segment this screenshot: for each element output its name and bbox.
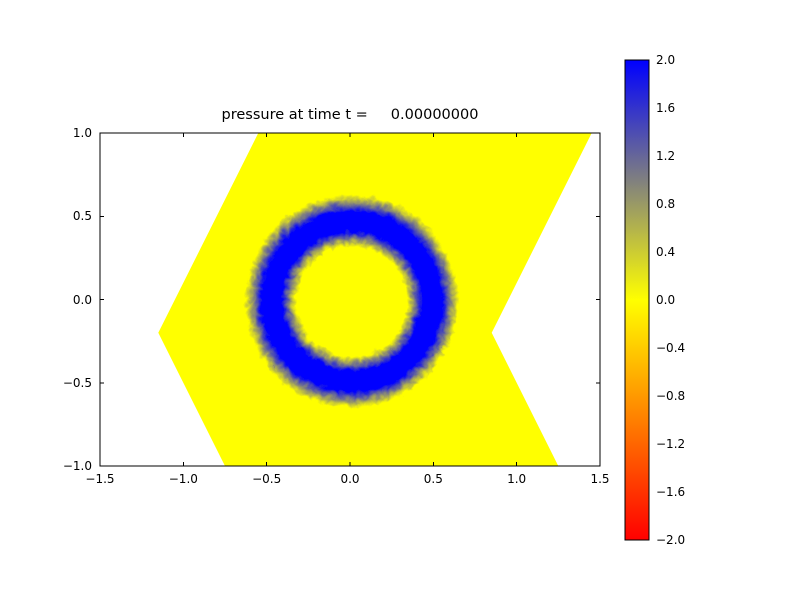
plot-title: pressure at time t = 0.00000000 [221,107,479,123]
colorbar-tick-label: −0.8 [656,389,686,403]
x-tick-label: −0.5 [252,472,282,486]
x-tick-label: −1.5 [85,472,115,486]
colorbar-gradient [624,59,650,541]
colorbar-tick-label: 0.4 [656,245,676,259]
x-tick-label: 1.5 [590,472,610,486]
colorbar-tick-label: 1.6 [656,101,676,115]
y-tick-label: 1.0 [72,126,92,140]
x-tick-label: 1.0 [507,472,527,486]
colorbar-tick-label: −2.0 [656,533,686,547]
y-tick-label: −1.0 [62,459,92,473]
x-tick-label: 0.5 [423,472,443,486]
colorbar-tick-label: 0.8 [656,197,676,211]
colorbar-tick-label: 1.2 [656,149,676,163]
y-tick-label: −0.5 [62,375,92,390]
pressure-ring-pulse [233,182,467,417]
y-tick-label: 0.5 [72,209,92,224]
ring-clip-group [233,182,467,417]
y-tick-label: 0.0 [72,292,92,307]
colorbar-tick-label: −0.4 [656,341,686,355]
colorbar-tick-label: −1.2 [656,437,686,451]
x-tick-label: −1.0 [168,472,198,486]
colorbar-tick-label: 2.0 [656,53,676,67]
x-tick-label: 0.0 [340,472,360,486]
colorbar-tick-label: −1.6 [656,485,686,499]
colorbar-tick-label: 0.0 [656,293,676,307]
axes-frame [99,132,601,467]
